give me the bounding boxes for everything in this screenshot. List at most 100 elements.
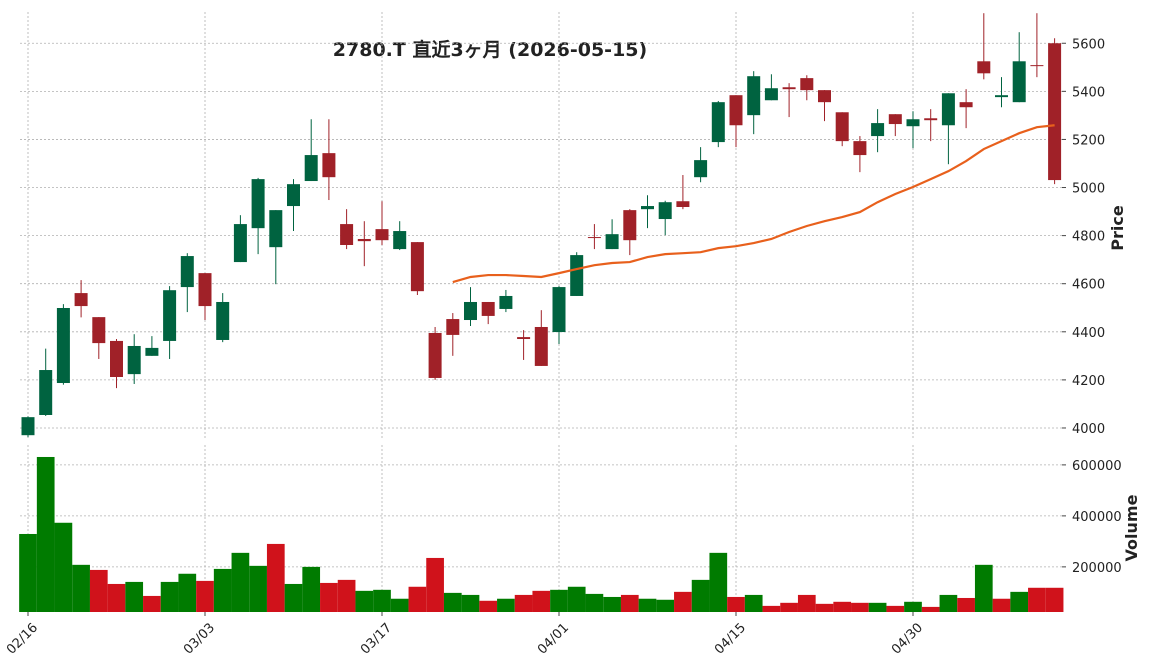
volume-bar — [1045, 587, 1064, 612]
candle-body — [552, 287, 566, 333]
candle-body — [977, 61, 991, 74]
volume-bar — [886, 605, 905, 612]
candle-body — [818, 90, 831, 103]
candle-body — [56, 307, 70, 384]
candle-body — [21, 417, 35, 436]
volume-bar — [1010, 591, 1029, 612]
candle-body — [729, 95, 743, 126]
y-tick-label: 5000 — [1072, 182, 1105, 197]
y-tick-label: 5600 — [1072, 37, 1105, 52]
volume-bar — [709, 552, 728, 612]
volume-bar — [532, 590, 551, 612]
candle-body — [1012, 61, 1026, 103]
candle-body — [145, 347, 159, 356]
volume-bar — [461, 594, 480, 612]
volume-bar — [408, 586, 427, 612]
y-tick-label: 4200 — [1072, 374, 1105, 389]
candle-body — [959, 102, 973, 108]
y-tick-label: 400000 — [1072, 510, 1122, 525]
volume-bar — [833, 601, 852, 612]
y-tick-label: 5200 — [1072, 133, 1105, 148]
volume-bar — [107, 583, 126, 612]
candle-body — [871, 123, 885, 137]
volume-bar — [815, 603, 834, 612]
volume-bar — [1028, 587, 1046, 612]
volume-bar — [302, 566, 321, 612]
volume-bar — [762, 605, 781, 612]
volume-bar — [744, 594, 763, 612]
volume-bar — [337, 579, 356, 612]
candle-body — [747, 76, 761, 116]
candle-body — [464, 301, 477, 321]
x-tick-label: 04/15 — [712, 620, 749, 657]
volume-bar — [992, 598, 1011, 612]
volume-bar — [638, 598, 657, 612]
candle-body — [499, 295, 513, 309]
candle-body — [888, 114, 902, 125]
volume-bar — [921, 606, 940, 612]
candle-body — [517, 337, 531, 340]
volume-bar — [160, 581, 179, 612]
x-tick-label: 02/16 — [4, 620, 41, 657]
volume-bar — [957, 597, 975, 612]
volume-bar — [479, 600, 498, 612]
candle-body — [641, 206, 654, 210]
candle-body — [428, 333, 442, 378]
candle-body — [375, 229, 389, 241]
volume-bar — [851, 602, 869, 612]
volume-bar — [284, 583, 303, 612]
candle-body — [924, 118, 938, 121]
candle-body — [782, 87, 796, 90]
volume-bar — [585, 593, 604, 612]
volume-bar — [426, 557, 444, 612]
y-tick-label: 600000 — [1072, 459, 1122, 474]
y-tick-label: 5400 — [1072, 85, 1105, 100]
x-tick-label: 04/30 — [889, 620, 926, 657]
candle-body — [906, 119, 920, 127]
volume-bar — [780, 602, 798, 612]
volume-bar — [550, 589, 568, 612]
volume-bar — [125, 581, 144, 612]
volume-bar — [939, 594, 958, 612]
candle-body — [1048, 43, 1062, 181]
volume-bar — [497, 598, 515, 612]
moving-average — [452, 124, 1055, 284]
candle-body — [251, 179, 265, 229]
candle-body — [764, 88, 778, 101]
candle-body — [446, 319, 460, 335]
chart-title: 2780.T 直近3ヶ月 (2026-05-15) — [333, 38, 647, 61]
candle-body — [216, 301, 230, 340]
volume-bar — [390, 598, 409, 612]
volume-bar — [674, 591, 692, 612]
volume-bar — [320, 582, 338, 612]
candle-body — [694, 160, 708, 178]
candle-body — [233, 224, 247, 263]
volume-bar — [656, 599, 675, 612]
x-tick-label: 03/17 — [358, 620, 395, 657]
volume-bar — [89, 569, 108, 612]
volume-bar — [266, 543, 285, 612]
volume-bar — [54, 522, 73, 612]
candle-body — [127, 345, 141, 375]
volume-bar — [443, 592, 462, 612]
volume-bar — [231, 552, 250, 612]
y-tick-label: 4400 — [1072, 326, 1105, 341]
candle-body — [941, 93, 955, 126]
volume-bar — [196, 580, 214, 612]
candle-body — [92, 317, 106, 344]
candle-body — [658, 202, 672, 220]
candle-body — [570, 255, 584, 296]
volume-bar — [249, 565, 267, 612]
volume-bar — [213, 568, 232, 612]
candle-body — [269, 210, 283, 248]
candle-body — [322, 153, 336, 178]
volume-bar — [691, 579, 710, 612]
candle-body — [835, 112, 849, 142]
volume-bar — [178, 573, 197, 612]
y-tick-label: 4600 — [1072, 278, 1105, 293]
candle-body — [180, 256, 194, 288]
volume-bar — [974, 564, 993, 612]
y-tick-label: 4800 — [1072, 230, 1105, 245]
volume-bar — [727, 596, 745, 612]
